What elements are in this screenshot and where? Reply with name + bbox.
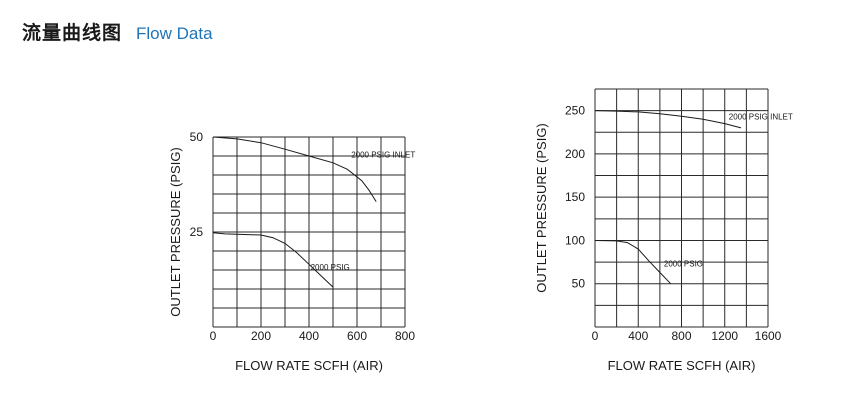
x-tick-label: 600 bbox=[347, 329, 367, 343]
page-title-cn: 流量曲线图 bbox=[22, 22, 123, 44]
x-tick-label: 1600 bbox=[755, 329, 782, 343]
x-axis-label: FLOW RATE SCFH (AIR) bbox=[608, 358, 756, 373]
chart-2: 0 400 800 1200 1600 50 100 150 200 250 FLOW RATE S… bbox=[534, 88, 793, 373]
series-label: 2000 PSIG bbox=[311, 263, 350, 272]
y-axis-label: OUTLET PRESSURE (PSIG) bbox=[534, 123, 549, 293]
y-tick-label: 100 bbox=[565, 233, 585, 247]
x-tick-label: 0 bbox=[592, 329, 599, 343]
x-tick-label: 800 bbox=[671, 329, 691, 343]
x-tick-label: 400 bbox=[299, 329, 319, 343]
y-tick-label: 50 bbox=[572, 277, 586, 291]
x-tick-label: 1200 bbox=[711, 329, 738, 343]
series-line-2 bbox=[212, 232, 334, 288]
y-tick-label: 250 bbox=[565, 104, 585, 118]
series-line-1 bbox=[212, 136, 377, 202]
x-axis-label: FLOW RATE SCFH (AIR) bbox=[235, 358, 383, 373]
page-title-en: Flow Data bbox=[136, 24, 213, 43]
series-line-1 bbox=[594, 110, 742, 129]
x-tick-label: 200 bbox=[251, 329, 271, 343]
chart-1: 0 200 400 600 800 25 50 FLOW RATE SCFH (AIR) OUT… bbox=[168, 130, 415, 373]
series-label: 2000 PSIG bbox=[664, 260, 703, 269]
x-tick-label: 400 bbox=[628, 329, 648, 343]
page-header: 流量曲线图 Flow Data bbox=[22, 18, 213, 48]
x-tick-label: 800 bbox=[395, 329, 415, 343]
x-tick-label: 0 bbox=[210, 329, 217, 343]
series-line-2 bbox=[594, 240, 672, 285]
y-tick-label: 150 bbox=[565, 190, 585, 204]
series-label: 2000 PSIG INLET bbox=[729, 113, 793, 122]
y-tick-label: 200 bbox=[565, 147, 585, 161]
y-axis-label: OUTLET PRESSURE (PSIG) bbox=[168, 147, 183, 317]
y-tick-label: 25 bbox=[190, 225, 204, 239]
y-tick-label: 50 bbox=[190, 130, 204, 144]
series-label: 2000 PSIG INLET bbox=[351, 151, 415, 160]
